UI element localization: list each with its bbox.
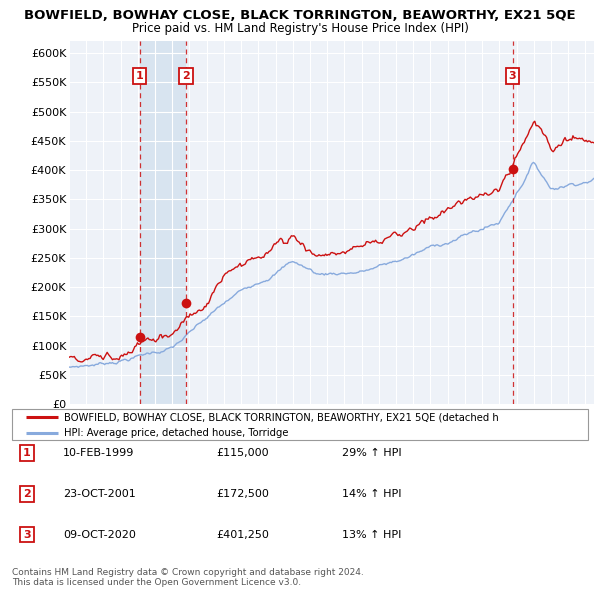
FancyBboxPatch shape: [12, 409, 588, 440]
Text: BOWFIELD, BOWHAY CLOSE, BLACK TORRINGTON, BEAWORTHY, EX21 5QE (detached h: BOWFIELD, BOWHAY CLOSE, BLACK TORRINGTON…: [64, 412, 499, 422]
Text: 2: 2: [182, 71, 190, 81]
Text: 10-FEB-1999: 10-FEB-1999: [63, 448, 134, 458]
Text: 1: 1: [23, 448, 31, 458]
Text: 3: 3: [23, 530, 31, 539]
Text: Contains HM Land Registry data © Crown copyright and database right 2024.
This d: Contains HM Land Registry data © Crown c…: [12, 568, 364, 587]
Text: 1: 1: [136, 71, 143, 81]
Bar: [140, 41, 186, 404]
Text: BOWFIELD, BOWHAY CLOSE, BLACK TORRINGTON, BEAWORTHY, EX21 5QE: BOWFIELD, BOWHAY CLOSE, BLACK TORRINGTON…: [24, 9, 576, 22]
Text: Price paid vs. HM Land Registry's House Price Index (HPI): Price paid vs. HM Land Registry's House …: [131, 22, 469, 35]
Text: 29% ↑ HPI: 29% ↑ HPI: [342, 448, 401, 458]
Text: £115,000: £115,000: [216, 448, 269, 458]
Text: 23-OCT-2001: 23-OCT-2001: [63, 489, 136, 499]
Text: 14% ↑ HPI: 14% ↑ HPI: [342, 489, 401, 499]
Text: 09-OCT-2020: 09-OCT-2020: [63, 530, 136, 539]
Text: 13% ↑ HPI: 13% ↑ HPI: [342, 530, 401, 539]
Text: £401,250: £401,250: [216, 530, 269, 539]
Text: HPI: Average price, detached house, Torridge: HPI: Average price, detached house, Torr…: [64, 428, 289, 438]
Text: 3: 3: [509, 71, 517, 81]
Text: £172,500: £172,500: [216, 489, 269, 499]
Text: 2: 2: [23, 489, 31, 499]
